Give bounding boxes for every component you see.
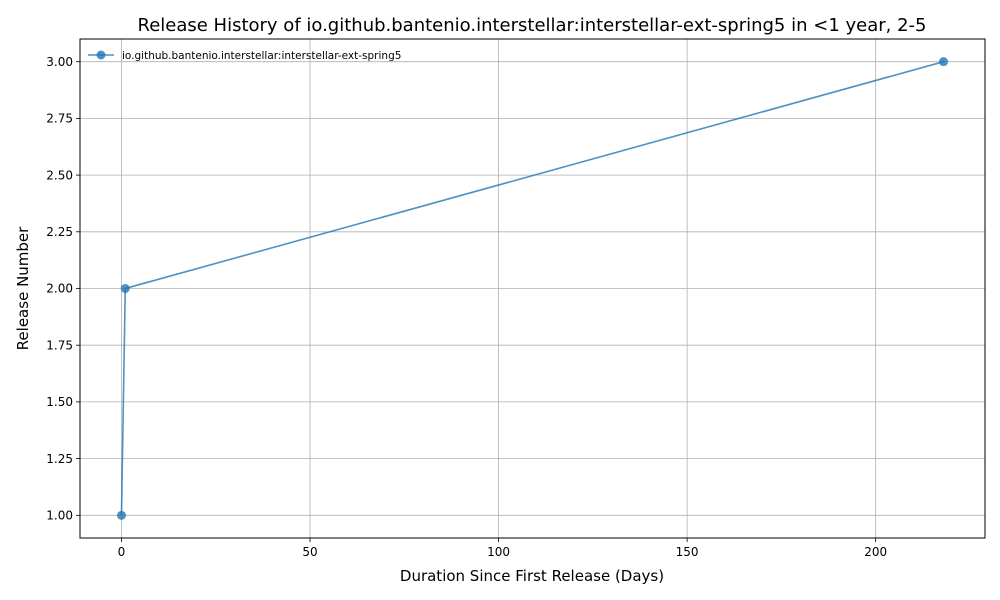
- x-tick-label: 200: [864, 545, 887, 559]
- y-tick-label: 3.00: [46, 55, 73, 69]
- legend-marker-swatch: [96, 50, 106, 60]
- y-axis-ticks: 1.00 1.25 1.50 1.75 2.00 2.25 2.50 2.75 3.00: [46, 55, 80, 523]
- legend: io.github.bantenio.interstellar:interste…: [88, 50, 401, 62]
- y-tick-label: 2.25: [46, 225, 73, 239]
- y-tick-label: 1.25: [46, 452, 73, 466]
- data-point: [939, 57, 949, 67]
- y-tick-label: 1.75: [46, 338, 73, 352]
- y-tick-label: 2.75: [46, 112, 73, 126]
- x-axis-title: Duration Since First Release (Days): [400, 567, 664, 585]
- chart-title: Release History of io.github.bantenio.in…: [138, 15, 927, 36]
- y-tick-label: 2.50: [46, 168, 73, 182]
- x-tick-label: 150: [676, 545, 699, 559]
- x-tick-label: 0: [118, 545, 126, 559]
- y-tick-label: 1.50: [46, 395, 73, 409]
- grid-lines: [80, 39, 985, 538]
- series-layer: [116, 57, 949, 520]
- legend-label: io.github.bantenio.interstellar:interste…: [122, 50, 401, 62]
- data-point: [116, 510, 126, 520]
- y-axis-title: Release Number: [14, 226, 32, 350]
- x-tick-label: 50: [302, 545, 317, 559]
- y-tick-label: 1.00: [46, 509, 73, 523]
- x-tick-label: 100: [487, 545, 510, 559]
- x-axis-ticks: 0 50 100 150 200: [118, 538, 887, 559]
- data-point: [120, 284, 130, 293]
- y-tick-label: 2.00: [46, 282, 73, 296]
